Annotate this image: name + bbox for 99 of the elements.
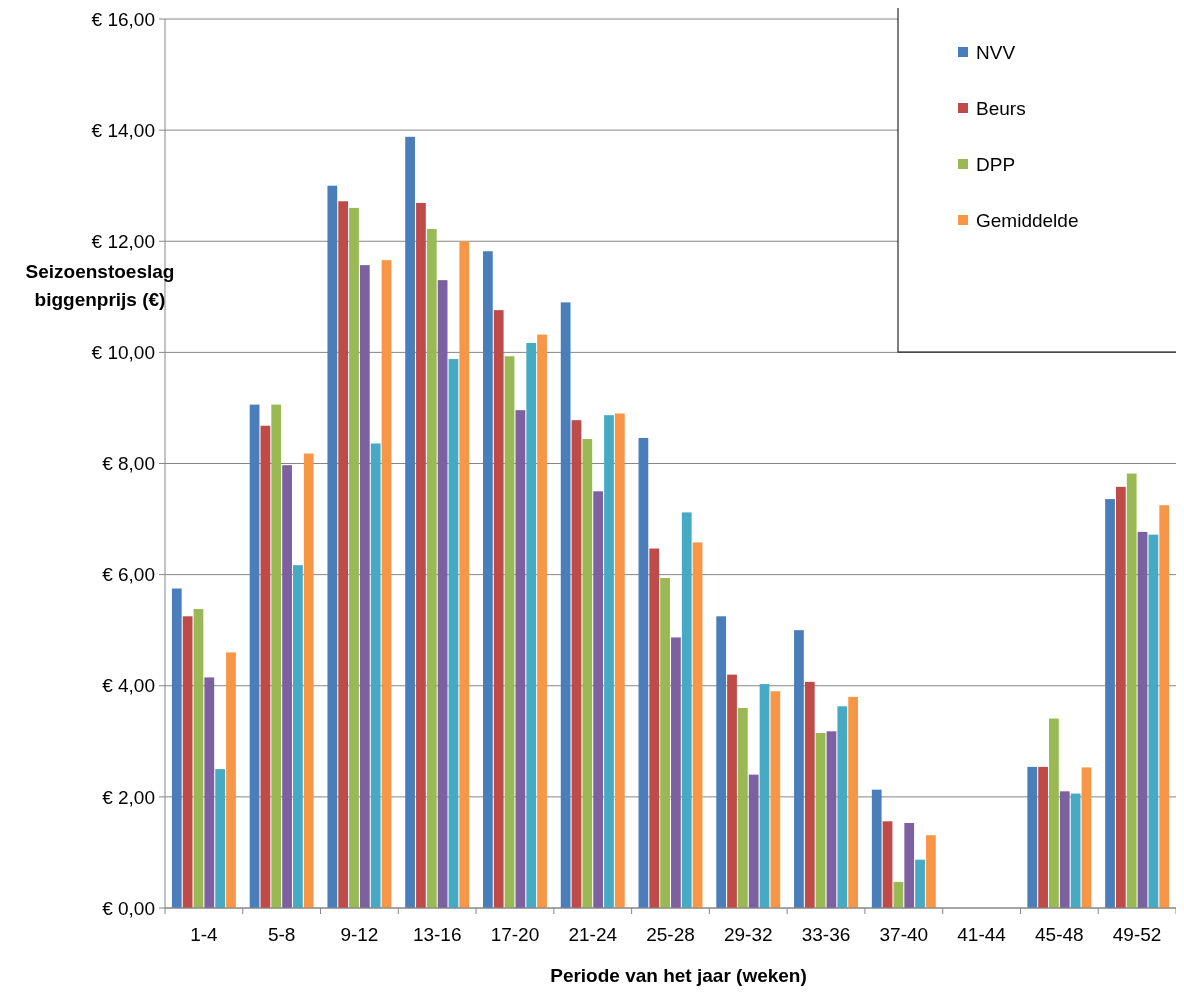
bar — [381, 260, 392, 908]
x-tick-label: 33-36 — [801, 924, 851, 945]
bar — [303, 453, 314, 908]
bar — [681, 512, 692, 908]
y-tick-label: € 8,00 — [102, 453, 155, 475]
x-tick-label: 41-44 — [957, 924, 1007, 945]
bar — [692, 542, 703, 908]
bar — [1059, 791, 1070, 908]
bar — [804, 681, 815, 908]
x-tick-label: 21-24 — [568, 924, 618, 945]
x-tick-label: 17-20 — [490, 924, 540, 945]
bar — [604, 415, 614, 908]
bar — [504, 356, 515, 908]
x-tick-label: 1-4 — [190, 924, 219, 945]
bar — [1126, 473, 1137, 908]
bar — [571, 420, 582, 908]
x-tick-label: 49-52 — [1112, 924, 1162, 945]
bar — [759, 684, 770, 908]
legend-label: Gemiddelde — [976, 209, 1079, 231]
bar — [737, 707, 748, 908]
bar — [1070, 793, 1081, 908]
bar — [349, 207, 359, 908]
bar — [660, 577, 670, 908]
bar — [582, 439, 593, 908]
y-axis-title: Seizoenstoeslag biggenprijs (€) — [25, 261, 175, 310]
bar — [638, 437, 649, 908]
bar — [459, 241, 470, 908]
bar — [1081, 767, 1092, 908]
bar — [837, 706, 848, 908]
bar — [282, 465, 292, 908]
y-tick-label: € 4,00 — [102, 675, 155, 697]
bar — [1148, 534, 1159, 908]
x-tick-label: 37-40 — [879, 924, 929, 945]
bar — [649, 548, 660, 908]
bar — [260, 425, 271, 908]
bar — [848, 696, 859, 908]
bar — [748, 774, 759, 908]
bar — [1137, 531, 1148, 908]
bar — [915, 859, 925, 908]
bar — [405, 136, 415, 908]
bar — [1038, 766, 1048, 908]
x-axis-title: Periode van het jaar (weken) — [550, 965, 807, 986]
x-tick-label: 29-32 — [723, 924, 773, 945]
bar — [271, 404, 282, 908]
y-tick-label: € 6,00 — [102, 564, 155, 586]
bar — [1159, 505, 1170, 908]
bar — [416, 202, 426, 908]
bar — [327, 185, 338, 908]
bar — [426, 229, 437, 908]
bar — [204, 677, 215, 908]
bar — [193, 609, 204, 908]
bar — [515, 410, 526, 908]
bar — [448, 359, 459, 908]
bar — [794, 630, 804, 908]
bar — [826, 731, 837, 908]
legend-label: DPP — [976, 153, 1016, 175]
bar — [770, 691, 781, 908]
y-tick-label: € 14,00 — [91, 119, 155, 141]
y-tick-label: € 16,00 — [91, 8, 155, 30]
bar — [614, 413, 625, 908]
bar — [370, 443, 381, 908]
bar — [215, 769, 226, 908]
bar — [716, 616, 727, 908]
bar — [526, 342, 537, 908]
x-tick-label: 45-48 — [1035, 924, 1084, 945]
y-tick-label: € 10,00 — [91, 342, 155, 364]
legend-label: NVV — [976, 41, 1016, 63]
bar — [493, 310, 504, 908]
bar — [1027, 766, 1038, 908]
bar — [1115, 486, 1126, 908]
bar — [482, 251, 493, 908]
bar — [437, 280, 448, 908]
bar — [293, 565, 303, 908]
x-tick-label: 25-28 — [646, 924, 695, 945]
bar — [904, 822, 915, 908]
bar — [537, 334, 547, 908]
bar — [926, 835, 936, 908]
bar — [171, 588, 182, 908]
legend-label: Beurs — [976, 97, 1026, 119]
bar — [249, 404, 260, 908]
bar — [226, 652, 236, 908]
y-tick-label: € 0,00 — [102, 897, 155, 919]
x-tick-label: 9-12 — [340, 924, 379, 945]
bar — [815, 732, 826, 908]
y-tick-label: € 12,00 — [91, 230, 155, 252]
bar — [560, 302, 571, 908]
bar — [182, 616, 193, 908]
bar — [727, 674, 737, 908]
bar — [359, 265, 370, 908]
x-tick-label: 5-8 — [267, 924, 296, 945]
bar — [882, 821, 893, 908]
bar — [671, 637, 681, 908]
bar — [338, 201, 349, 908]
bar — [1105, 499, 1115, 908]
y-tick-label: € 2,00 — [102, 786, 155, 808]
bar — [871, 789, 882, 908]
x-tick-label: 13-16 — [412, 924, 462, 945]
bar — [1049, 718, 1059, 908]
bar — [593, 491, 604, 908]
